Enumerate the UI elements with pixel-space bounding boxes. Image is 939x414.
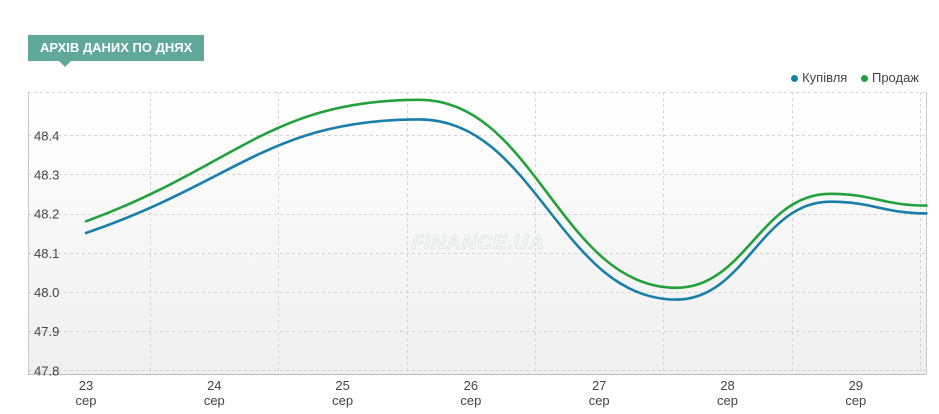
x-tick-month: сер bbox=[332, 393, 353, 408]
y-tick-label: 48.3 bbox=[34, 167, 59, 182]
x-tick-day: 24 bbox=[207, 378, 221, 393]
grid-lines bbox=[28, 92, 927, 375]
x-tick-day: 23 bbox=[79, 378, 93, 393]
x-tick-day: 26 bbox=[464, 378, 478, 393]
series-line-buy[interactable] bbox=[84, 118, 928, 301]
series-lines bbox=[84, 98, 928, 301]
x-tick-month: сер bbox=[204, 393, 225, 408]
y-tick-label: 47.9 bbox=[34, 324, 59, 339]
watermark: FINANCE.UA bbox=[411, 232, 544, 254]
plot-background bbox=[28, 92, 926, 374]
legend-item-buy[interactable]: Купівля bbox=[791, 70, 847, 85]
x-tick-day: 27 bbox=[592, 378, 606, 393]
y-tick-label: 48.4 bbox=[34, 128, 59, 143]
x-tick-month: сер bbox=[589, 393, 610, 408]
x-tick-month: сер bbox=[460, 393, 481, 408]
y-axis: 47.8 47.9 48.0 48.1 48.2 48.3 48.4 bbox=[34, 128, 59, 378]
x-tick-month: сер bbox=[717, 393, 738, 408]
x-tick-month: сер bbox=[76, 393, 97, 408]
y-tick-label: 47.8 bbox=[34, 363, 59, 378]
x-tick-month: сер bbox=[845, 393, 866, 408]
x-tick-day: 25 bbox=[335, 378, 349, 393]
section-title: АРХІВ ДАНИХ ПО ДНЯХ bbox=[28, 35, 205, 67]
legend-buy-label: Купівля bbox=[802, 70, 848, 85]
legend-sell-label: Продаж bbox=[871, 70, 919, 85]
chart-legend: Купівля Продаж bbox=[781, 70, 919, 85]
y-tick-label: 48.1 bbox=[34, 246, 59, 261]
legend-buy-marker bbox=[791, 74, 799, 82]
legend-item-sell[interactable]: Продаж bbox=[860, 70, 919, 85]
series-line-sell[interactable] bbox=[84, 98, 928, 290]
y-tick-label: 48.0 bbox=[34, 285, 59, 300]
x-tick-day: 29 bbox=[849, 378, 863, 393]
y-tick-label: 48.2 bbox=[34, 207, 59, 222]
legend-sell-marker bbox=[860, 74, 868, 82]
x-tick-day: 28 bbox=[720, 378, 734, 393]
